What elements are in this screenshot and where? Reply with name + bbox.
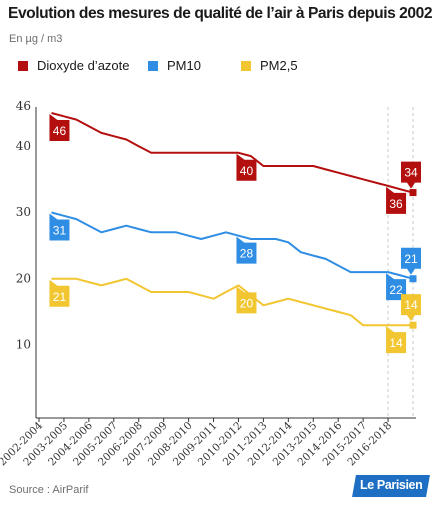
series-line-pm2-5 (51, 277, 413, 327)
end-marker-pm10 (409, 275, 417, 283)
data-label-pm10-2016: 22 (389, 283, 403, 297)
legend-label-pm10: PM10 (167, 58, 201, 73)
y-tick-label-20: 20 (16, 271, 31, 285)
logo-text: Le Parisien (360, 478, 423, 492)
callout-box-pm10-2002.5 (49, 213, 70, 241)
data-label-dioxyde-d-azote-2002.5: 46 (53, 124, 67, 138)
callout-box-pm2-5-2017 (401, 294, 421, 322)
data-label-pm10-2002.5: 31 (53, 223, 67, 237)
callout-box-pm2-5-2010 (236, 286, 257, 314)
end-marker-dioxyde-d-azote (409, 189, 417, 197)
y-tick-label-30: 30 (16, 205, 31, 219)
y-tick-label-40: 40 (16, 139, 31, 153)
legend-swatch-pm25 (241, 61, 251, 71)
callout-box-pm2-5-2002.5 (49, 279, 70, 307)
legend-label-pm25: PM2,5 (260, 58, 298, 73)
callout-box-pm10-2010 (236, 236, 257, 264)
callout-box-pm2-5-2016 (386, 326, 407, 354)
callout-box-dioxyde-d-azote-2017 (401, 161, 421, 189)
legend-swatch-no2 (18, 61, 28, 71)
data-label-pm2-5-2017: 14 (404, 298, 418, 312)
data-label-pm10-2017: 21 (404, 252, 418, 266)
callout-box-dioxyde-d-azote-2002.5 (49, 114, 70, 141)
callout-box-pm10-2016 (386, 273, 407, 301)
data-label-dioxyde-d-azote-2017: 34 (404, 166, 418, 180)
data-label-dioxyde-d-azote-2010: 40 (240, 164, 254, 178)
callout-box-dioxyde-d-azote-2010 (236, 153, 257, 181)
chart-title: Evolution des mesures de qualité de l’ai… (8, 5, 433, 22)
data-label-pm10-2010: 28 (240, 247, 254, 261)
line-chart: 46403020102002-20042003-20052004-2006200… (0, 99, 421, 468)
series-line-dioxyde-d-azote (51, 112, 414, 194)
callout-box-dioxyde-d-azote-2016 (386, 186, 407, 214)
data-label-pm2-5-2010: 20 (240, 296, 254, 310)
y-tick-label-10: 10 (16, 338, 31, 352)
legend-label-no2: Dioxyde d’azote (37, 58, 130, 73)
unit-label: En µg / m3 (9, 33, 63, 45)
y-tick-label-46: 46 (16, 99, 31, 113)
legend-swatch-pm10 (148, 61, 158, 71)
data-label-pm2-5-2016: 14 (389, 336, 403, 350)
end-marker-pm2-5 (409, 321, 417, 329)
callout-box-pm10-2017 (401, 247, 421, 275)
series-line-pm10 (51, 211, 414, 280)
data-label-dioxyde-d-azote-2016: 36 (389, 197, 403, 211)
data-label-pm2-5-2002.5: 21 (53, 290, 67, 304)
source-note: Source : AirParif (9, 484, 89, 496)
le-parisien-logo: Le Parisien (352, 475, 430, 497)
